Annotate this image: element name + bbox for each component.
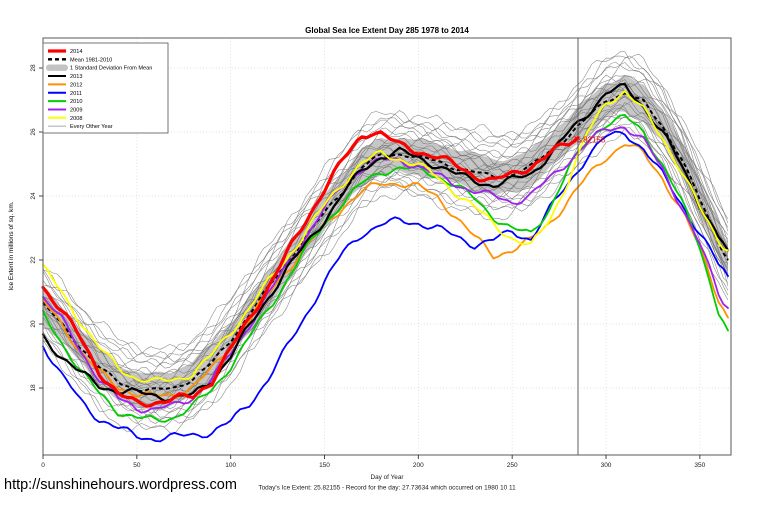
other-year-line [42, 83, 729, 387]
legend: 2014 Mean 1981-2010 1 Standard Deviation F… [42, 42, 169, 134]
other-year-line [42, 110, 729, 414]
other-year-line [42, 84, 729, 391]
series-2013-line [41, 83, 730, 403]
mean-1981-2010-line [42, 92, 729, 393]
legend-label-2010: 2010 [70, 99, 82, 105]
other-year-line [42, 121, 729, 425]
series-2012-line [42, 144, 729, 398]
y-tick-label-24: 24 [30, 192, 37, 200]
other-year-line [42, 104, 729, 408]
plot-border [42, 37, 732, 456]
other-year-line [42, 53, 729, 356]
other-year-line [42, 74, 729, 376]
year-series-layer [41, 83, 730, 443]
x-tick-label-150: 150 [319, 462, 330, 469]
other-year-line [42, 116, 729, 424]
other-year-line [42, 96, 729, 399]
other-year-line [42, 51, 729, 360]
series-2009-line [42, 126, 729, 414]
y-axis-label: Ice Extent in millions of sq. km. [8, 201, 15, 290]
y-tick-label-22: 22 [30, 256, 37, 264]
y-tick-label-18: 18 [30, 384, 37, 392]
other-year-line [42, 61, 729, 367]
series-2010-line [42, 114, 729, 423]
mean-line-layer [42, 92, 729, 393]
y-tick-label-20: 20 [30, 320, 37, 328]
series-2008-line [42, 90, 729, 383]
x-tick-label-50: 50 [133, 462, 141, 469]
legend-label-Every Other Year: Every Other Year [70, 124, 113, 130]
x-tick-label-200: 200 [413, 462, 424, 469]
series-2011-line [42, 130, 729, 443]
x-tick-label-0: 0 [41, 462, 45, 469]
x-tick-label-300: 300 [601, 462, 612, 469]
chart-title: Global Sea Ice Extent Day 285 1978 to 20… [305, 26, 469, 35]
legend-label-2009: 2009 [70, 107, 82, 113]
legend-label-2014: 2014 [70, 49, 82, 55]
y-tick-label-26: 26 [30, 128, 37, 136]
other-year-line [42, 127, 729, 435]
legend-swatch-band [46, 64, 68, 71]
other-year-line [42, 79, 729, 386]
x-tick-label-250: 250 [507, 462, 518, 469]
chart-caption: Today's Ice Extent: 25.82155 - Record fo… [258, 485, 516, 492]
legend-label-2013: 2013 [70, 74, 82, 80]
x-tick-label-100: 100 [225, 462, 236, 469]
y-tick-label-28: 28 [30, 64, 37, 72]
legend-label-1 Standard Deviation From Mean: 1 Standard Deviation From Mean [70, 66, 152, 72]
legend-label-2012: 2012 [70, 82, 82, 88]
source-url-link[interactable]: http://sunshinehours.wordpress.com [4, 477, 237, 493]
legend-label-Mean 1981-2010: Mean 1981-2010 [70, 57, 112, 63]
legend-label-2011: 2011 [70, 91, 82, 97]
x-axis-label: Day of Year [370, 474, 404, 481]
other-year-line [42, 55, 729, 363]
legend-label-2008: 2008 [70, 116, 82, 122]
x-tick-label-350: 350 [694, 462, 705, 469]
series-2014-line [41, 130, 580, 408]
axis-ticks-layer: 0 50 100 150 200 250 300 350 18 20 22 24 26 28 [30, 64, 706, 469]
today-extent-annotation: 25.82155 [572, 136, 606, 145]
